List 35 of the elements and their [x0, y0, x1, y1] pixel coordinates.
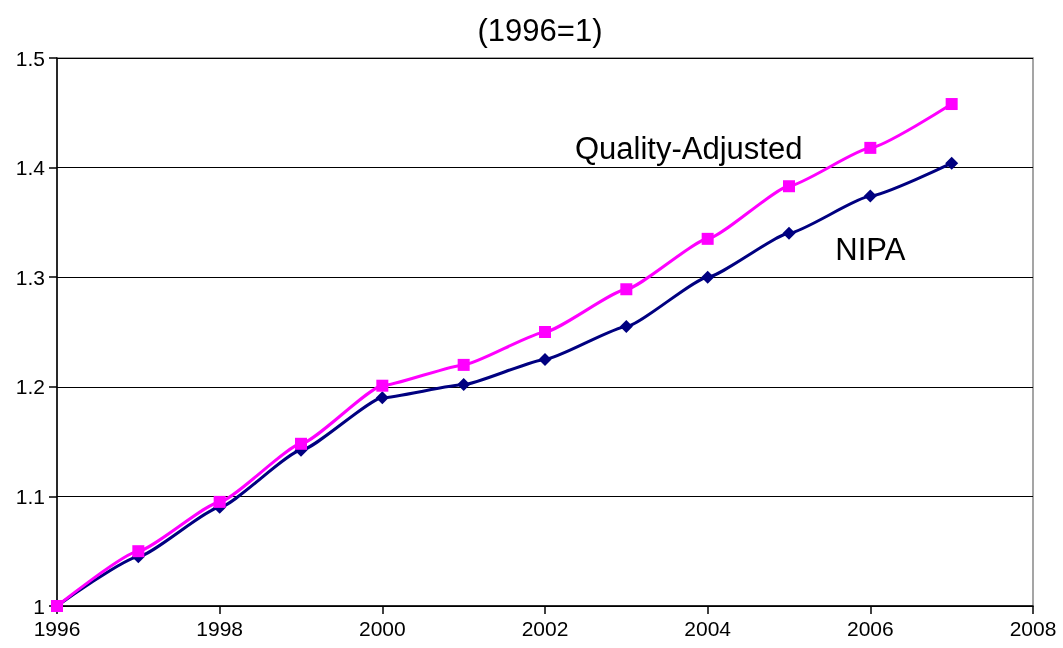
y-tick-label: 1.3 — [15, 265, 45, 289]
point — [457, 358, 470, 371]
point — [376, 379, 389, 392]
x-tick-label: 2004 — [684, 617, 732, 640]
point — [945, 98, 958, 111]
point — [295, 437, 307, 450]
point — [213, 495, 226, 508]
x-tick-label: 2000 — [358, 617, 406, 640]
x-tick-label: 2002 — [521, 617, 569, 640]
chart-title: (1996=1) — [477, 13, 603, 48]
point — [539, 326, 551, 338]
point — [619, 320, 633, 334]
point — [783, 180, 795, 193]
x-tick-label: 2008 — [1009, 617, 1057, 640]
point — [701, 232, 714, 245]
point — [620, 283, 633, 296]
point — [538, 352, 552, 366]
point — [701, 270, 715, 284]
point — [457, 378, 471, 392]
point — [375, 391, 389, 405]
y-tick-label: 1.2 — [15, 375, 45, 399]
point — [945, 156, 959, 170]
x-tick-label: 2006 — [846, 617, 894, 640]
y-tick-label: 1.1 — [15, 484, 45, 508]
y-tick-label: 1.4 — [15, 156, 46, 180]
y-tick-label: 1 — [33, 594, 45, 618]
series-label: Quality-Adjusted — [574, 130, 803, 166]
series-label: NIPA — [835, 231, 906, 267]
x-tick-label: 1998 — [196, 617, 244, 640]
point — [864, 141, 877, 154]
y-tick-label: 1.5 — [15, 46, 45, 70]
point — [782, 226, 796, 240]
point — [863, 189, 877, 203]
point — [132, 545, 145, 558]
x-tick-label: 1996 — [33, 617, 81, 640]
